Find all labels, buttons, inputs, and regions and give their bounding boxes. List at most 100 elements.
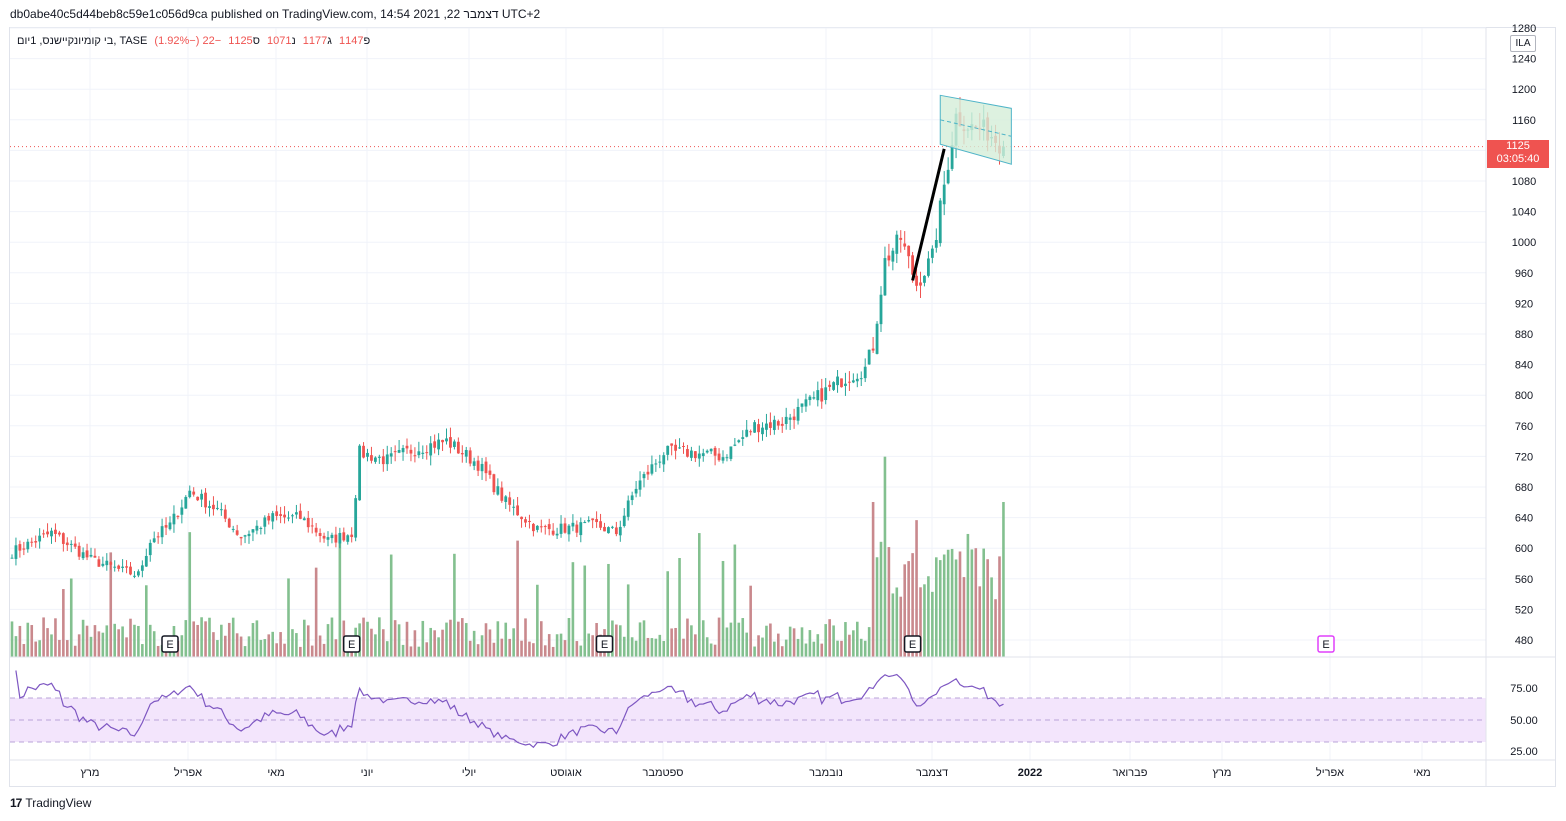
candle-body [891,250,895,262]
volume-bar [50,634,53,657]
candle-body [50,530,53,537]
candle-body [389,453,393,457]
candle-body [381,456,385,465]
parallel-channel [939,94,1012,165]
volume-bar [705,637,709,657]
candle-body [551,530,555,535]
volume-bar [571,562,575,657]
candle-body [855,378,859,382]
tradingview-logo-icon: 17 [10,796,22,810]
candle-body [761,427,764,435]
currency-badge[interactable]: ILA [1510,35,1536,52]
future-earnings-marker [1317,635,1335,653]
candle-body [725,457,729,459]
candle-body [188,490,192,498]
candle-body [417,451,421,456]
time-tick-label: פברואר [1113,767,1148,779]
volume-bar [907,561,910,657]
volume-bar [457,621,460,657]
volume-bar [378,617,381,657]
future-earnings-marker-label: E [1322,639,1329,651]
volume-bar [310,645,314,657]
candle-body [121,566,124,568]
price-tick-label: 1000 [1512,237,1536,249]
candle-body [721,457,725,461]
candle-body [875,323,879,354]
candle-body [69,543,73,545]
close-label: ס [252,35,260,47]
candle-body [792,416,796,421]
candle-body [749,431,753,433]
candle-body [611,526,614,528]
volume-bar [524,618,527,657]
candle-body [243,535,247,537]
candle-body [54,529,57,534]
candle-body [22,548,26,550]
volume-bar [808,630,812,657]
candle-body [89,554,93,557]
volume-bar [749,585,752,657]
chart-canvas[interactable]: 480 520 560 600 640 680 720 760 800 840 880 920 960 1… [0,0,1566,790]
publish-header: db0abe40c5d44beb8c59e1c056d9ca published… [10,7,541,21]
open-value: 1147 [339,35,364,47]
volume-bar [540,621,543,657]
volume-bar [777,633,780,657]
volume-bar [911,553,914,657]
volume-bar [619,625,622,657]
candle-body [14,545,18,559]
volume-bar [796,638,800,657]
earnings-marker [342,635,361,653]
candle-body [93,555,97,558]
tradingview-brand[interactable]: 17 TradingView [10,796,91,810]
candle-body [666,445,670,455]
candle-body [480,463,484,472]
candle-body [899,237,903,240]
candle-body [18,544,22,551]
volume-bar [382,629,385,657]
candle-body [571,522,575,527]
candle-body [453,441,456,447]
volume-bar [547,634,551,657]
volume-bar [532,643,535,657]
volume-bar [923,584,926,657]
volume-bar [591,635,594,657]
volume-bar [852,630,855,657]
last-price-badge: 1125 03:05:40 [1487,140,1549,168]
drawings [10,94,1486,281]
candle-body [97,559,101,567]
candle-body [200,493,203,500]
price-tick-label: 1160 [1512,115,1536,127]
volume-bar [915,520,918,657]
candle-body [927,258,930,276]
candle-body [607,527,610,534]
volume-bar [287,578,290,657]
axes: 480 520 560 600 640 680 720 760 800 840 880 920 960 1… [10,23,1556,787]
candle-body [701,453,705,457]
volume-bar [200,617,203,657]
volume-bar [646,637,650,657]
candle-body [239,536,243,539]
volume-bar [362,617,365,657]
volume-bar [464,623,468,657]
candle-body [614,527,618,535]
candle-body [618,526,622,536]
candle-body [784,416,788,424]
volume-bar [322,643,326,657]
candle-body [903,243,907,247]
price-tick-label: 960 [1515,268,1533,280]
volume-bar [14,636,18,657]
volume-bar [792,628,796,657]
volume-bar [314,567,318,657]
volume-bar [54,618,57,657]
volume-bar [986,559,989,657]
volume-bar [251,623,255,657]
rsi-pane [10,670,1486,749]
volume-bar [994,599,997,657]
candle-body [832,382,835,390]
volume-bar [674,627,677,657]
volume-bar [504,622,508,657]
volume-bar [615,624,618,657]
candle-body [263,517,267,527]
candle-body [85,550,89,558]
volume-bar [283,643,286,657]
